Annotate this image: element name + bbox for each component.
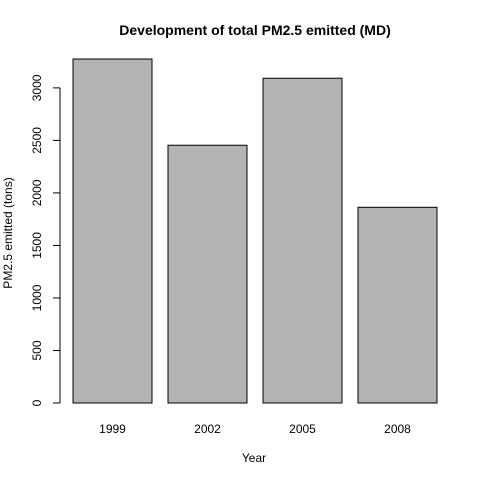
bar-2002 bbox=[167, 144, 248, 404]
x-tick-labels: 1999 2002 2005 2008 bbox=[99, 422, 411, 436]
y-tick-label-0: 0 bbox=[30, 399, 44, 406]
bar-2005 bbox=[262, 77, 343, 404]
y-tick-label-1000: 1000 bbox=[30, 284, 44, 311]
bar-2008 bbox=[357, 206, 438, 404]
y-tick-label-3000: 3000 bbox=[30, 74, 44, 101]
y-tick-label-2000: 2000 bbox=[30, 179, 44, 206]
x-axis-label: Year bbox=[242, 451, 266, 465]
x-tick-label-2002: 2002 bbox=[194, 422, 221, 436]
y-tick-label-2500: 2500 bbox=[30, 127, 44, 154]
x-tick-label-2005: 2005 bbox=[289, 422, 316, 436]
x-tick-label-1999: 1999 bbox=[99, 422, 126, 436]
y-tick-label-500: 500 bbox=[30, 340, 44, 360]
bars-group bbox=[72, 58, 438, 404]
bar-1999 bbox=[72, 58, 153, 404]
x-tick-label-2008: 2008 bbox=[384, 422, 411, 436]
chart-title: Development of total PM2.5 emitted (MD) bbox=[119, 22, 390, 38]
y-axis: 0 500 1000 1500 2000 2500 3000 bbox=[30, 74, 61, 406]
y-tick-label-1500: 1500 bbox=[30, 232, 44, 259]
y-axis-label: PM2.5 emitted (tons) bbox=[1, 177, 15, 288]
